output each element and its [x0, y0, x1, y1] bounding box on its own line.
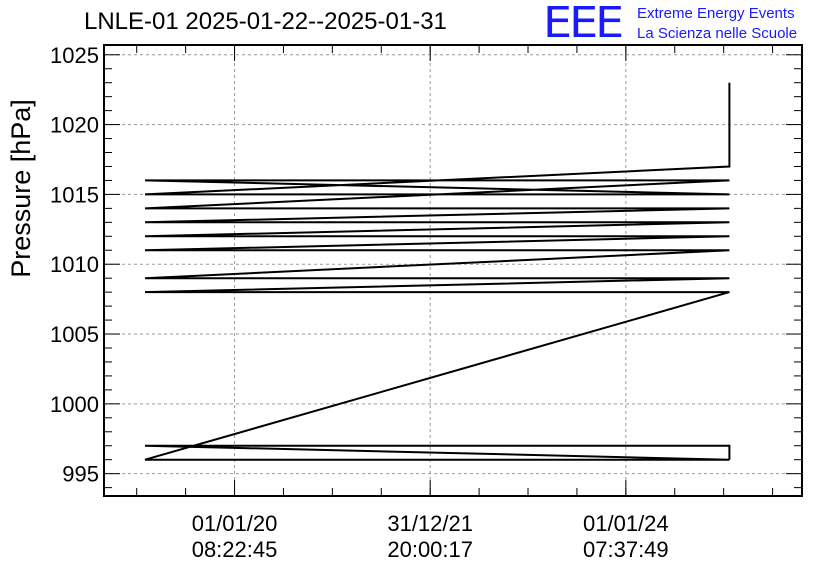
y-tick-label: 1020 [50, 113, 99, 138]
x-tick-label-time: 08:22:45 [192, 537, 278, 562]
y-axis-label: Pressure [hPa] [6, 99, 36, 278]
logo-caption-line1: Extreme Energy Events [637, 5, 795, 22]
plot-frame [103, 44, 803, 497]
logo-caption: Extreme Energy Events La Scienza nelle S… [637, 4, 797, 44]
chart-title: LNLE-01 2025-01-22--2025-01-31 [84, 8, 447, 35]
x-tick-label-date: 01/01/24 [583, 511, 669, 536]
y-tick-label: 1000 [50, 392, 99, 417]
x-tick-label-date: 31/12/21 [387, 511, 473, 536]
eee-logo: EEE [543, 0, 624, 47]
y-tick-label: 1025 [50, 43, 99, 68]
y-tick-label: 995 [62, 462, 99, 487]
logo-caption-line2: La Scienza nelle Scuole [637, 25, 798, 42]
x-tick-label-time: 07:37:49 [583, 537, 669, 562]
x-tick-label-date: 01/01/20 [192, 511, 278, 536]
y-tick-label: 1010 [50, 252, 99, 277]
x-tick-label-time: 20:00:17 [387, 537, 473, 562]
y-tick-label: 1015 [50, 182, 99, 207]
y-tick-label: 1005 [50, 322, 99, 347]
pressure-series-line [144, 82, 731, 461]
